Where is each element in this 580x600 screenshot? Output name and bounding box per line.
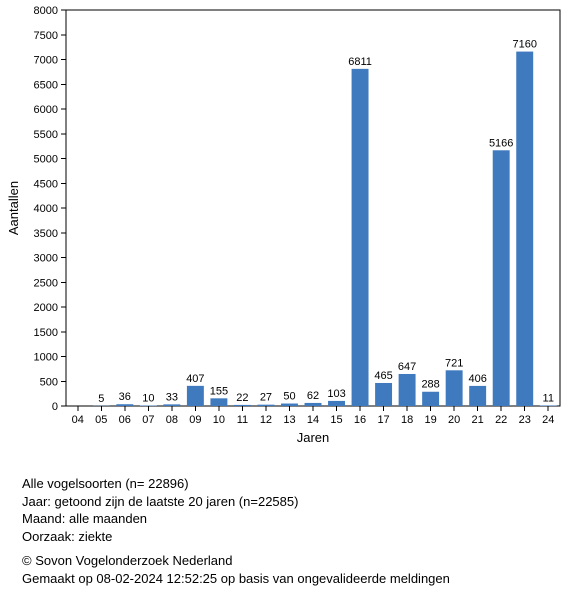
y-tick-label: 3500 xyxy=(34,228,58,240)
bar-value-label: 33 xyxy=(166,391,178,403)
bar xyxy=(305,403,322,406)
bar xyxy=(257,405,274,406)
x-tick-label: 20 xyxy=(448,414,460,426)
bar xyxy=(163,404,180,406)
figure-container: 0 500 1000 1500 2000 2500 3000 3500 4000 4500 5000… xyxy=(0,0,580,600)
plot-border xyxy=(66,10,560,406)
y-tick-label: 3000 xyxy=(34,253,58,265)
bar xyxy=(352,69,369,406)
bar xyxy=(469,386,486,406)
bar xyxy=(187,386,204,406)
x-tick-label: 09 xyxy=(189,414,201,426)
bar-value-label: 10 xyxy=(142,393,154,405)
y-tick-label: 6000 xyxy=(34,104,58,116)
x-tick-label: 18 xyxy=(401,414,413,426)
y-tick-label: 4000 xyxy=(34,203,58,215)
y-tick-label: 1500 xyxy=(34,327,58,339)
bar-value-label: 6811 xyxy=(348,56,372,68)
caption-block-1: Alle vogelsoorten (n= 22896) Jaar: getoo… xyxy=(22,475,298,545)
caption-month: Maand: alle maanden xyxy=(22,510,298,528)
bar-value-label: 22 xyxy=(236,392,248,404)
x-tick-label: 08 xyxy=(166,414,178,426)
bar xyxy=(234,405,251,406)
bar xyxy=(375,383,392,406)
y-tick-label: 8000 xyxy=(34,5,58,17)
x-tick-label: 12 xyxy=(260,414,272,426)
x-tick-label: 23 xyxy=(519,414,531,426)
caption-block-2: © Sovon Vogelonderzoek Nederland Gemaakt… xyxy=(22,552,450,587)
x-tick-label: 04 xyxy=(72,414,84,426)
bar xyxy=(116,404,133,406)
bar-value-label: 465 xyxy=(374,370,392,382)
x-tick-label: 21 xyxy=(472,414,484,426)
x-tick-label: 11 xyxy=(237,414,248,426)
y-tick-label: 7000 xyxy=(34,55,58,67)
y-axis-label: Aantallen xyxy=(6,181,21,235)
bar-value-label: 103 xyxy=(327,388,345,400)
bar xyxy=(210,398,227,406)
y-tick-label: 0 xyxy=(52,401,58,413)
caption-copyright: © Sovon Vogelonderzoek Nederland xyxy=(22,552,450,570)
bar xyxy=(540,405,557,406)
bar-value-label: 5 xyxy=(98,393,104,405)
caption-species: Alle vogelsoorten (n= 22896) xyxy=(22,475,298,493)
bar-value-label: 11 xyxy=(543,392,554,404)
caption-years: Jaar: getoond zijn de laatste 20 jaren (… xyxy=(22,493,298,511)
y-tick-label: 5000 xyxy=(34,154,58,166)
bar-value-label: 406 xyxy=(468,373,486,385)
x-tick-label: 10 xyxy=(213,414,225,426)
caption-timestamp: Gemaakt op 08-02-2024 12:52:25 op basis … xyxy=(22,570,450,588)
x-tick-label: 15 xyxy=(330,414,342,426)
y-tick-label: 2500 xyxy=(34,277,58,289)
y-tick-label: 5500 xyxy=(34,129,58,141)
x-tick-label: 13 xyxy=(283,414,295,426)
bar-value-label: 50 xyxy=(283,391,295,403)
bar-value-label: 62 xyxy=(307,390,319,402)
y-tick-label: 1000 xyxy=(34,352,58,364)
bar-value-label: 288 xyxy=(421,379,439,391)
bar xyxy=(516,52,533,406)
bar-value-label: 27 xyxy=(260,392,272,404)
bar xyxy=(281,404,298,406)
bar xyxy=(399,374,416,406)
bar-value-label: 407 xyxy=(186,373,204,385)
x-axis-label: Jaren xyxy=(297,430,330,445)
x-tick-label: 24 xyxy=(542,414,554,426)
bar-value-label: 155 xyxy=(210,385,228,397)
x-tick-label: 19 xyxy=(424,414,436,426)
bar xyxy=(446,370,463,406)
bar xyxy=(328,401,345,406)
bar xyxy=(493,150,510,406)
x-tick-label: 06 xyxy=(119,414,131,426)
bar-value-label: 5166 xyxy=(489,137,513,149)
bar-value-label: 36 xyxy=(119,391,131,403)
bar-chart: 0 500 1000 1500 2000 2500 3000 3500 4000 4500 5000… xyxy=(0,0,580,460)
x-tick-label: 07 xyxy=(142,414,154,426)
bar-value-label: 647 xyxy=(398,361,416,373)
x-tick-label: 16 xyxy=(354,414,366,426)
bar-value-label: 7160 xyxy=(512,39,536,51)
y-tick-label: 500 xyxy=(40,376,58,388)
x-tick-label: 17 xyxy=(377,414,389,426)
bar-value-label: 721 xyxy=(445,357,463,369)
y-tick-label: 7500 xyxy=(34,30,58,42)
y-tick-label: 2000 xyxy=(34,302,58,314)
y-tick-label: 4500 xyxy=(34,178,58,190)
x-tick-label: 05 xyxy=(95,414,107,426)
bar xyxy=(422,392,439,406)
x-tick-label: 22 xyxy=(495,414,507,426)
caption-cause: Oorzaak: ziekte xyxy=(22,528,298,546)
x-tick-label: 14 xyxy=(307,414,319,426)
y-tick-label: 6500 xyxy=(34,79,58,91)
